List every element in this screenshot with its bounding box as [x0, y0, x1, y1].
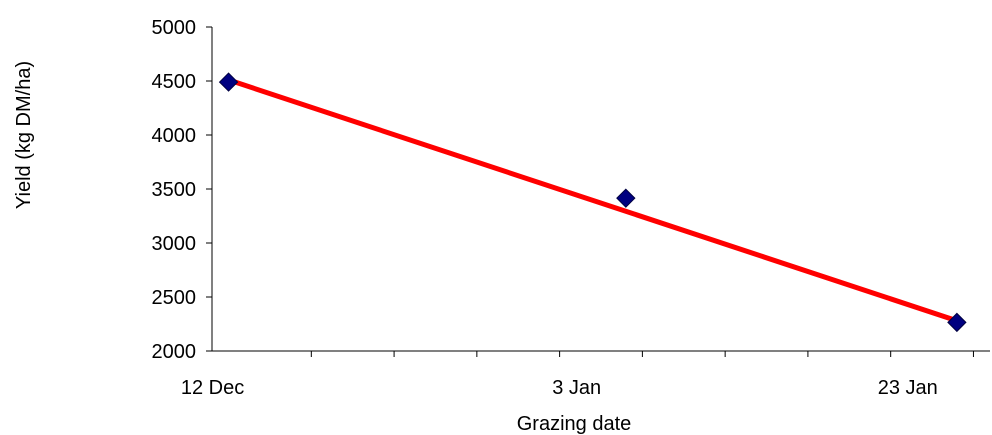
y-tick-label: 2000	[152, 341, 197, 363]
x-tick-label: 12 Dec	[181, 377, 244, 399]
data-point	[218, 72, 239, 92]
y-tick-label: 4000	[152, 125, 197, 147]
y-tick-label: 5000	[152, 17, 197, 39]
y-tick-label: 3500	[152, 179, 197, 201]
trendline	[226, 77, 960, 324]
y-tick-label: 3000	[152, 233, 197, 255]
y-axis-title: Yield (kg DM/ha)	[13, 61, 35, 209]
x-axis: 12 Dec 3 Jan 23 Jan	[181, 350, 990, 399]
data-points-layer	[218, 72, 967, 333]
trendline-layer	[226, 77, 960, 324]
data-point	[947, 312, 967, 333]
data-point	[616, 188, 636, 208]
x-tick-label: 3 Jan	[552, 377, 601, 399]
y-tick-label: 2500	[152, 287, 197, 309]
x-axis-title: Grazing date	[517, 413, 632, 435]
x-tick-label: 23 Jan	[878, 377, 938, 399]
y-axis: 2000 2500 3000 3500 4000 4500 5000	[152, 17, 213, 363]
y-tick-label: 4500	[152, 71, 197, 93]
